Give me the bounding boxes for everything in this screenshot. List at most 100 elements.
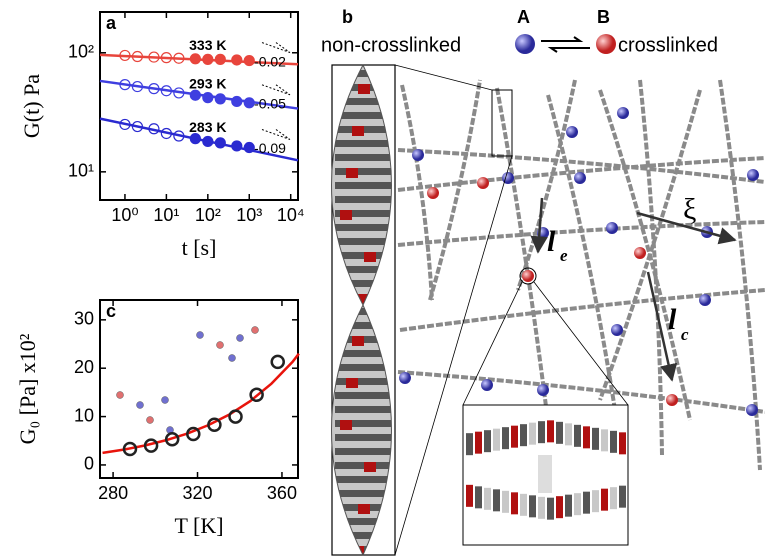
stripe [335, 378, 393, 385]
le-symbol: l [547, 225, 556, 258]
stripe [335, 476, 393, 483]
stripe [484, 488, 491, 510]
data-point [244, 56, 254, 66]
figure: b non-crosslinked A B crosslinked l e l … [0, 0, 765, 560]
y-tick-label: 10² [68, 42, 94, 62]
le-sub: e [560, 246, 568, 265]
stripe [358, 84, 370, 94]
node [574, 172, 586, 184]
stripe [346, 168, 358, 178]
node-icon [515, 34, 535, 54]
stripe [335, 168, 393, 175]
y-axis-label: G(t) Pa [19, 74, 44, 138]
x-tick-label: 10⁴ [277, 205, 305, 225]
x-tick-label: 10⁰ [111, 205, 138, 225]
slope-label: -0.09 [254, 140, 286, 156]
x-axis-label: t [s] [182, 235, 217, 260]
y-tick-label: 10 [74, 405, 94, 425]
stripe [335, 434, 393, 441]
state-a-text: non-crosslinked [321, 34, 461, 56]
stripe [484, 430, 491, 452]
slope-guide [262, 43, 290, 53]
stripe [547, 420, 554, 442]
data-point [190, 90, 200, 100]
stripe [601, 429, 608, 451]
stripe [520, 424, 527, 446]
stripe [538, 497, 545, 519]
stripe [364, 462, 376, 472]
x-tick-label: 10² [195, 205, 221, 225]
stripe [583, 492, 590, 514]
stripe [547, 498, 554, 520]
stripe [335, 392, 393, 399]
molecule [229, 355, 236, 362]
y-tick-label: 30 [74, 309, 94, 329]
stripe [335, 196, 393, 203]
stripe [466, 433, 473, 455]
lc-symbol: l [668, 303, 677, 336]
stripe [529, 495, 536, 517]
node [611, 324, 623, 336]
y-axis-label: G₀ [Pa] x10² [15, 333, 40, 444]
stripe [565, 423, 572, 445]
panel-label: b [342, 7, 353, 27]
stripe [511, 492, 518, 514]
state-b-letter: B [597, 7, 610, 27]
node [747, 169, 759, 181]
fiber [400, 290, 765, 330]
molecule [252, 327, 259, 334]
data-point [232, 55, 242, 65]
stripe [511, 426, 518, 448]
data-point [244, 143, 254, 153]
stripe [352, 336, 364, 346]
node-icon [596, 34, 616, 54]
panel-label: c [106, 301, 116, 321]
data-point [232, 96, 242, 106]
slope-guide [262, 85, 290, 95]
x-axis-label: T [K] [174, 513, 223, 538]
stripe [502, 491, 509, 513]
molecule [217, 342, 224, 349]
lc-sub: c [681, 325, 689, 344]
stripe [466, 485, 473, 507]
molecule [237, 335, 244, 342]
stripe [335, 224, 393, 231]
node [634, 247, 646, 259]
molecule [162, 397, 169, 404]
plot-frame [100, 300, 298, 478]
data-point [232, 141, 242, 151]
series-label: 293 K [189, 75, 226, 91]
stripe [335, 406, 393, 413]
stripe [610, 431, 617, 453]
data-point [215, 54, 225, 64]
node [477, 177, 489, 189]
stripe [583, 426, 590, 448]
molecule [117, 392, 124, 399]
series-label: 283 K [189, 119, 226, 135]
stripe [529, 423, 536, 445]
node [502, 172, 514, 184]
stripe [538, 421, 545, 443]
stripe [619, 486, 626, 508]
data-point [272, 356, 284, 368]
data-point [230, 411, 242, 423]
y-tick-label: 10¹ [68, 161, 94, 181]
molecule [137, 402, 144, 409]
node [566, 126, 578, 138]
node [399, 372, 411, 384]
stripe [502, 427, 509, 449]
y-tick-label: 0 [84, 454, 94, 474]
node [606, 222, 618, 234]
x-tick-label: 360 [267, 483, 297, 503]
stripe [619, 432, 626, 454]
data-point [203, 54, 213, 64]
node [666, 394, 678, 406]
stripe [364, 252, 376, 262]
stripe [601, 489, 608, 511]
y-tick-label: 20 [74, 357, 94, 377]
stripe [358, 504, 370, 514]
node [427, 187, 439, 199]
data-point [215, 138, 225, 148]
stripe [493, 489, 500, 511]
panel-label: a [106, 13, 117, 33]
